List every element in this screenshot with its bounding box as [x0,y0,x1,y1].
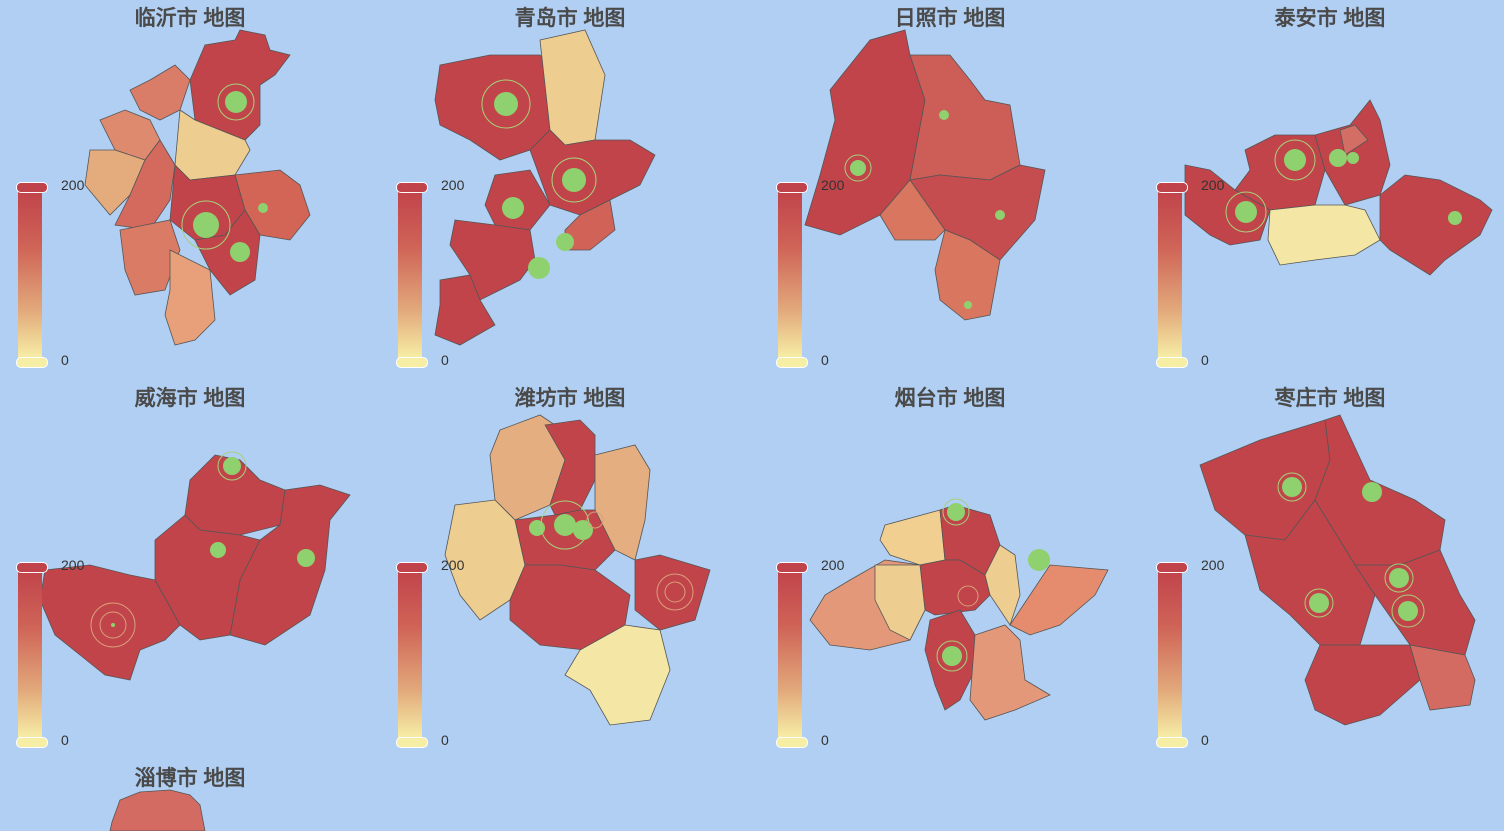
range-handle-top[interactable] [16,182,48,193]
region-map[interactable] [0,0,380,380]
map-panel-zibo: 淄博市 地图 [0,760,380,831]
legend-max-label: 200 [441,177,465,193]
region-map[interactable] [380,0,760,380]
panel-title: 日照市 地图 [894,7,1006,30]
region-map[interactable] [0,380,380,760]
range-handle-bottom[interactable] [396,357,428,368]
map-panel-weihai: 威海市 地图 200 0 [0,380,380,760]
range-handle-top[interactable] [1156,182,1188,193]
legend-max-label: 200 [1201,177,1225,193]
legend-min-label: 0 [1201,352,1209,368]
map-panel-zaozhuang: 枣庄市 地图 200 0 [1140,380,1504,760]
visual-map-legend[interactable]: 200 0 [16,557,96,748]
map-panel-qingdao: 青岛市 地图 200 0 [380,0,760,380]
map-panel-taian: 泰安市 地图 200 0 [1140,0,1504,380]
legend-max-label: 200 [61,177,85,193]
panel-title: 淄博市 地图 [134,767,246,790]
map-panel-weifang: 潍坊市 地图 200 0 [380,380,760,760]
visual-map-legend[interactable]: 200 0 [396,177,476,368]
map-panel-yantai: 烟台市 地图 200 0 [760,380,1140,760]
panel-title: 枣庄市 地图 [1274,387,1386,410]
legend-max-label: 200 [1201,557,1225,573]
range-handle-bottom[interactable] [1156,737,1188,748]
visual-map-legend[interactable]: 200 0 [776,177,856,368]
range-handle-top[interactable] [16,562,48,573]
legend-min-label: 0 [1201,732,1209,748]
panel-title: 潍坊市 地图 [514,387,626,410]
region-map[interactable] [1140,0,1504,380]
range-handle-top[interactable] [1156,562,1188,573]
color-gradient-bar [1158,188,1182,358]
visual-map-legend[interactable]: 200 0 [16,177,96,368]
range-handle-top[interactable] [776,182,808,193]
legend-min-label: 0 [441,352,449,368]
range-handle-top[interactable] [396,182,428,193]
legend-max-label: 200 [61,557,85,573]
legend-min-label: 0 [61,732,69,748]
color-gradient-bar [18,188,42,358]
range-handle-bottom[interactable] [776,737,808,748]
range-handle-bottom[interactable] [1156,357,1188,368]
region-map[interactable] [760,0,1140,380]
range-handle-bottom[interactable] [16,357,48,368]
panel-title: 泰安市 地图 [1274,7,1386,30]
range-handle-bottom[interactable] [16,737,48,748]
range-handle-bottom[interactable] [396,737,428,748]
legend-max-label: 200 [821,557,845,573]
visual-map-legend[interactable]: 200 0 [1156,177,1236,368]
region-map[interactable] [380,380,760,760]
legend-min-label: 0 [61,352,69,368]
panel-title: 青岛市 地图 [514,7,626,30]
legend-max-label: 200 [441,557,465,573]
range-handle-top[interactable] [776,562,808,573]
map-panel-linyi: 临沂市 地图 200 0 [0,0,380,380]
map-panel-rizhao: 日照市 地图 200 0 [760,0,1140,380]
region-map[interactable] [760,380,1140,760]
legend-min-label: 0 [441,732,449,748]
panel-title: 烟台市 地图 [894,387,1006,410]
color-gradient-bar [398,188,422,358]
range-handle-top[interactable] [396,562,428,573]
color-gradient-bar [778,568,802,738]
region-map[interactable] [0,760,380,831]
color-gradient-bar [778,188,802,358]
legend-min-label: 0 [821,352,829,368]
visual-map-legend[interactable]: 200 0 [1156,557,1236,748]
color-gradient-bar [398,568,422,738]
color-gradient-bar [18,568,42,738]
range-handle-bottom[interactable] [776,357,808,368]
region-map[interactable] [1140,380,1504,760]
visual-map-legend[interactable]: 200 0 [776,557,856,748]
legend-max-label: 200 [821,177,845,193]
panel-title: 临沂市 地图 [134,7,246,30]
visual-map-legend[interactable]: 200 0 [396,557,476,748]
panel-title: 威海市 地图 [134,387,246,410]
legend-min-label: 0 [821,732,829,748]
color-gradient-bar [1158,568,1182,738]
